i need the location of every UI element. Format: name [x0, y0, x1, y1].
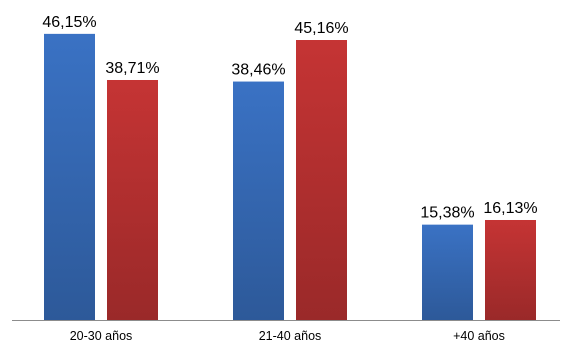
data-label-series1-1: 38,46%: [231, 62, 285, 79]
data-label-series2-0: 38,71%: [105, 60, 159, 77]
bars-layer: [44, 33, 536, 321]
x-axis-ticks: 20-30 años 21-40 años +40 años: [70, 329, 505, 343]
data-labels-layer: 46,15% 38,46% 15,38% 38,71% 45,16% 16,13%: [42, 14, 537, 222]
x-tick-label-1: 21-40 años: [259, 329, 322, 343]
bar-series1-2: [422, 224, 473, 320]
x-tick-label-0: 20-30 años: [70, 329, 133, 343]
data-label-series1-0: 46,15%: [42, 14, 96, 31]
data-label-series1-2: 15,38%: [420, 205, 474, 222]
bar-series2-1: [296, 40, 347, 321]
bar-series2-0: [107, 79, 158, 320]
data-label-series2-1: 45,16%: [294, 20, 348, 37]
bar-series1-1: [233, 81, 284, 320]
data-label-series2-2: 16,13%: [483, 200, 537, 217]
bar-series1-0: [44, 33, 95, 321]
bar-series2-2: [485, 219, 536, 320]
x-tick-label-2: +40 años: [453, 329, 505, 343]
